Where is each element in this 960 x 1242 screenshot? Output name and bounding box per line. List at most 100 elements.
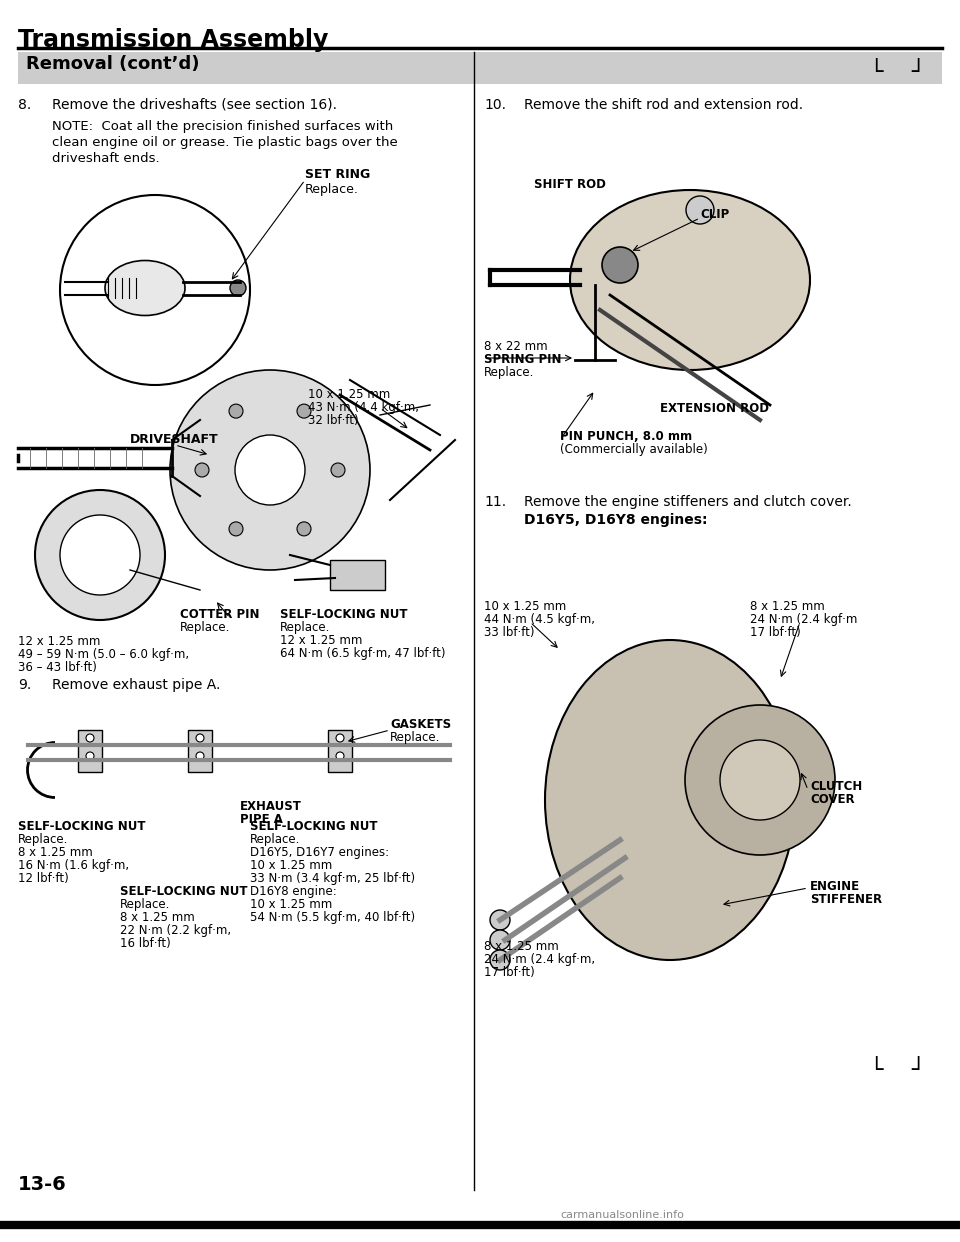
Text: 49 – 59 N·m (5.0 – 6.0 kgf·m,: 49 – 59 N·m (5.0 – 6.0 kgf·m, — [18, 648, 189, 661]
Text: SELF-LOCKING NUT: SELF-LOCKING NUT — [250, 820, 377, 833]
Text: 33 lbf·ft): 33 lbf·ft) — [484, 626, 535, 638]
Circle shape — [686, 196, 714, 224]
Circle shape — [297, 522, 311, 535]
Text: 17 lbf·ft): 17 lbf·ft) — [750, 626, 801, 638]
Text: PIN PUNCH, 8.0 mm: PIN PUNCH, 8.0 mm — [560, 430, 692, 443]
Circle shape — [297, 404, 311, 419]
Circle shape — [35, 491, 165, 620]
Text: STIFFENER: STIFFENER — [810, 893, 882, 905]
Text: 24 N·m (2.4 kgf·m,: 24 N·m (2.4 kgf·m, — [484, 953, 595, 966]
Text: 24 N·m (2.4 kgf·m: 24 N·m (2.4 kgf·m — [750, 614, 857, 626]
Bar — [78, 730, 102, 773]
Text: Remove the engine stiffeners and clutch cover.: Remove the engine stiffeners and clutch … — [524, 496, 852, 509]
Text: Replace.: Replace. — [280, 621, 330, 633]
Text: 10 x 1.25 mm: 10 x 1.25 mm — [250, 898, 332, 910]
Circle shape — [336, 751, 344, 760]
Text: 44 N·m (4.5 kgf·m,: 44 N·m (4.5 kgf·m, — [484, 614, 595, 626]
Circle shape — [86, 751, 94, 760]
Circle shape — [170, 370, 370, 570]
Text: 8 x 1.25 mm: 8 x 1.25 mm — [18, 846, 93, 859]
Text: Replace.: Replace. — [390, 732, 441, 744]
Text: 8 x 1.25 mm: 8 x 1.25 mm — [120, 910, 195, 924]
Text: 8 x 22 mm: 8 x 22 mm — [484, 340, 547, 353]
Text: 10.: 10. — [484, 98, 506, 112]
Text: 10 x 1.25 mm: 10 x 1.25 mm — [484, 600, 566, 614]
Text: DRIVESHAFT: DRIVESHAFT — [130, 433, 219, 446]
Text: EXTENSION ROD: EXTENSION ROD — [660, 402, 769, 415]
Circle shape — [196, 734, 204, 741]
Circle shape — [331, 463, 345, 477]
Circle shape — [602, 247, 638, 283]
Text: 64 N·m (6.5 kgf·m, 47 lbf·ft): 64 N·m (6.5 kgf·m, 47 lbf·ft) — [280, 647, 445, 660]
Text: driveshaft ends.: driveshaft ends. — [52, 152, 159, 165]
Circle shape — [685, 705, 835, 854]
Text: 10 x 1.25 mm: 10 x 1.25 mm — [308, 388, 391, 401]
Text: 36 – 43 lbf·ft): 36 – 43 lbf·ft) — [18, 661, 97, 674]
Circle shape — [60, 515, 140, 595]
Circle shape — [195, 463, 209, 477]
Text: 54 N·m (5.5 kgf·m, 40 lbf·ft): 54 N·m (5.5 kgf·m, 40 lbf·ft) — [250, 910, 415, 924]
Text: Remove the shift rod and extension rod.: Remove the shift rod and extension rod. — [524, 98, 804, 112]
Text: └    ┘: └ ┘ — [870, 1059, 925, 1081]
Text: 16 lbf·ft): 16 lbf·ft) — [120, 936, 171, 950]
Text: NOTE:  Coat all the precision finished surfaces with: NOTE: Coat all the precision finished su… — [52, 120, 394, 133]
Text: Replace.: Replace. — [250, 833, 300, 846]
Circle shape — [229, 404, 243, 419]
Circle shape — [86, 734, 94, 741]
Text: Remove exhaust pipe A.: Remove exhaust pipe A. — [52, 678, 221, 692]
Text: CLIP: CLIP — [700, 207, 730, 221]
Text: COVER: COVER — [810, 792, 854, 806]
Text: 10 x 1.25 mm: 10 x 1.25 mm — [250, 859, 332, 872]
Bar — [188, 730, 212, 773]
Text: ENGINE: ENGINE — [810, 881, 860, 893]
Circle shape — [720, 740, 800, 820]
Text: Transmission Assembly: Transmission Assembly — [18, 29, 328, 52]
Text: Replace.: Replace. — [305, 183, 359, 196]
Ellipse shape — [545, 640, 795, 960]
Text: SHIFT ROD: SHIFT ROD — [534, 178, 606, 191]
Text: 17 lbf·ft): 17 lbf·ft) — [484, 966, 535, 979]
Text: SET RING: SET RING — [305, 168, 371, 181]
Circle shape — [490, 950, 510, 970]
Text: Remove the driveshafts (see section 16).: Remove the driveshafts (see section 16). — [52, 98, 337, 112]
Text: SELF-LOCKING NUT: SELF-LOCKING NUT — [120, 886, 248, 898]
Text: Replace.: Replace. — [120, 898, 170, 910]
Bar — [328, 730, 352, 773]
Text: SELF-LOCKING NUT: SELF-LOCKING NUT — [280, 609, 407, 621]
Text: Replace.: Replace. — [484, 366, 535, 379]
Text: SELF-LOCKING NUT: SELF-LOCKING NUT — [18, 820, 146, 833]
Circle shape — [336, 734, 344, 741]
Circle shape — [196, 751, 204, 760]
Text: D16Y8 engine:: D16Y8 engine: — [250, 886, 337, 898]
Ellipse shape — [105, 261, 185, 315]
Text: CLUTCH: CLUTCH — [810, 780, 862, 792]
Text: EXHAUST: EXHAUST — [240, 800, 301, 814]
Text: Removal (cont’d): Removal (cont’d) — [26, 55, 200, 73]
Text: 9.: 9. — [18, 678, 32, 692]
Text: carmanualsonline.info: carmanualsonline.info — [560, 1210, 684, 1220]
Text: 33 N·m (3.4 kgf·m, 25 lbf·ft): 33 N·m (3.4 kgf·m, 25 lbf·ft) — [250, 872, 415, 886]
Text: clean engine oil or grease. Tie plastic bags over the: clean engine oil or grease. Tie plastic … — [52, 137, 397, 149]
Text: Replace.: Replace. — [18, 833, 68, 846]
Circle shape — [490, 930, 510, 950]
Text: SPRING PIN: SPRING PIN — [484, 353, 562, 366]
Text: PIPE A: PIPE A — [240, 814, 283, 826]
Text: 12 lbf·ft): 12 lbf·ft) — [18, 872, 69, 886]
Text: 8.: 8. — [18, 98, 32, 112]
Text: 8 x 1.25 mm: 8 x 1.25 mm — [484, 940, 559, 953]
Text: └    ┘: └ ┘ — [870, 62, 925, 83]
Text: (Commercially available): (Commercially available) — [560, 443, 708, 456]
Text: 8 x 1.25 mm: 8 x 1.25 mm — [750, 600, 825, 614]
Circle shape — [230, 279, 246, 296]
Text: 11.: 11. — [484, 496, 506, 509]
Ellipse shape — [570, 190, 810, 370]
Text: 12 x 1.25 mm: 12 x 1.25 mm — [280, 633, 362, 647]
Bar — [330, 560, 385, 590]
Text: 16 N·m (1.6 kgf·m,: 16 N·m (1.6 kgf·m, — [18, 859, 130, 872]
Circle shape — [490, 910, 510, 930]
Circle shape — [229, 522, 243, 535]
Circle shape — [235, 435, 305, 505]
Text: GASKETS: GASKETS — [390, 718, 451, 732]
Text: D16Y5, D16Y7 engines:: D16Y5, D16Y7 engines: — [250, 846, 389, 859]
Text: 22 N·m (2.2 kgf·m,: 22 N·m (2.2 kgf·m, — [120, 924, 231, 936]
